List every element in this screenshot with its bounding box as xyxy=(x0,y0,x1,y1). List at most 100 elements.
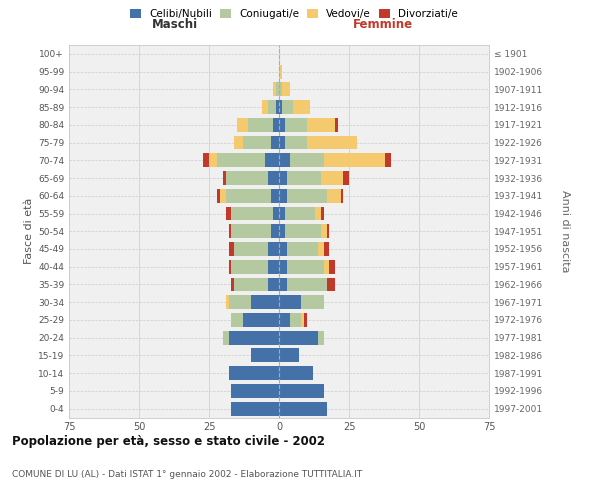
Bar xyxy=(329,260,335,274)
Bar xyxy=(324,242,329,256)
Bar xyxy=(229,296,251,309)
Bar xyxy=(279,224,284,238)
Bar xyxy=(242,313,279,327)
Bar xyxy=(223,331,229,344)
Bar xyxy=(279,82,282,96)
Bar xyxy=(282,100,293,114)
Bar xyxy=(229,331,279,344)
Bar xyxy=(274,82,276,96)
Bar xyxy=(321,206,324,220)
Bar xyxy=(307,136,358,149)
Bar xyxy=(304,313,307,327)
Bar xyxy=(287,171,321,185)
Bar xyxy=(301,296,324,309)
Bar xyxy=(229,224,232,238)
Text: Maschi: Maschi xyxy=(152,18,199,31)
Bar xyxy=(274,118,279,132)
Bar xyxy=(271,189,279,202)
Bar xyxy=(290,154,324,167)
Bar xyxy=(279,242,287,256)
Bar xyxy=(279,278,287,291)
Text: COMUNE DI LU (AL) - Dati ISTAT 1° gennaio 2002 - Elaborazione TUTTITALIA.IT: COMUNE DI LU (AL) - Dati ISTAT 1° gennai… xyxy=(12,470,362,479)
Bar xyxy=(232,402,279,415)
Bar xyxy=(279,348,299,362)
Bar xyxy=(287,260,324,274)
Bar xyxy=(268,242,279,256)
Bar xyxy=(293,100,310,114)
Bar xyxy=(287,242,318,256)
Bar xyxy=(232,278,234,291)
Bar xyxy=(234,278,268,291)
Bar xyxy=(268,260,279,274)
Bar xyxy=(279,154,290,167)
Bar xyxy=(232,313,242,327)
Bar xyxy=(326,278,335,291)
Bar xyxy=(284,118,307,132)
Bar xyxy=(341,189,343,202)
Bar xyxy=(326,224,329,238)
Bar xyxy=(271,224,279,238)
Bar xyxy=(385,154,391,167)
Bar xyxy=(242,136,271,149)
Bar xyxy=(282,82,290,96)
Bar xyxy=(324,260,329,274)
Bar xyxy=(217,154,265,167)
Bar xyxy=(232,384,279,398)
Bar xyxy=(248,118,274,132)
Bar xyxy=(220,189,226,202)
Bar xyxy=(229,260,232,274)
Bar xyxy=(279,296,301,309)
Bar xyxy=(279,331,318,344)
Bar xyxy=(217,189,220,202)
Bar xyxy=(335,118,338,132)
Bar xyxy=(234,136,242,149)
Bar xyxy=(279,171,287,185)
Bar xyxy=(279,64,282,78)
Bar xyxy=(279,402,326,415)
Bar xyxy=(274,206,279,220)
Bar xyxy=(316,206,321,220)
Bar xyxy=(343,171,349,185)
Bar xyxy=(276,100,279,114)
Bar xyxy=(271,136,279,149)
Text: Popolazione per età, sesso e stato civile - 2002: Popolazione per età, sesso e stato civil… xyxy=(12,435,325,448)
Bar xyxy=(262,100,268,114)
Bar xyxy=(318,242,324,256)
Bar xyxy=(276,82,279,96)
Bar xyxy=(229,242,234,256)
Y-axis label: Fasce di età: Fasce di età xyxy=(24,198,34,264)
Bar xyxy=(232,260,268,274)
Bar xyxy=(279,100,282,114)
Bar xyxy=(209,154,217,167)
Bar xyxy=(321,224,326,238)
Bar xyxy=(287,278,326,291)
Bar xyxy=(279,189,287,202)
Bar xyxy=(232,206,274,220)
Bar xyxy=(279,384,324,398)
Bar xyxy=(326,189,341,202)
Bar xyxy=(223,171,226,185)
Bar xyxy=(279,136,284,149)
Bar xyxy=(268,278,279,291)
Bar xyxy=(284,136,307,149)
Bar xyxy=(268,100,276,114)
Legend: Celibi/Nubili, Coniugati/e, Vedovi/e, Divorziati/e: Celibi/Nubili, Coniugati/e, Vedovi/e, Di… xyxy=(126,5,462,24)
Bar xyxy=(318,331,324,344)
Bar xyxy=(279,260,287,274)
Bar xyxy=(234,242,268,256)
Bar xyxy=(265,154,279,167)
Bar xyxy=(268,171,279,185)
Bar xyxy=(279,118,284,132)
Bar xyxy=(284,224,321,238)
Bar xyxy=(307,118,335,132)
Bar xyxy=(226,171,268,185)
Bar xyxy=(226,296,229,309)
Bar xyxy=(284,206,316,220)
Bar xyxy=(237,118,248,132)
Bar xyxy=(251,348,279,362)
Bar xyxy=(232,224,271,238)
Y-axis label: Anni di nascita: Anni di nascita xyxy=(560,190,570,272)
Bar xyxy=(203,154,209,167)
Bar xyxy=(287,189,326,202)
Bar xyxy=(290,313,301,327)
